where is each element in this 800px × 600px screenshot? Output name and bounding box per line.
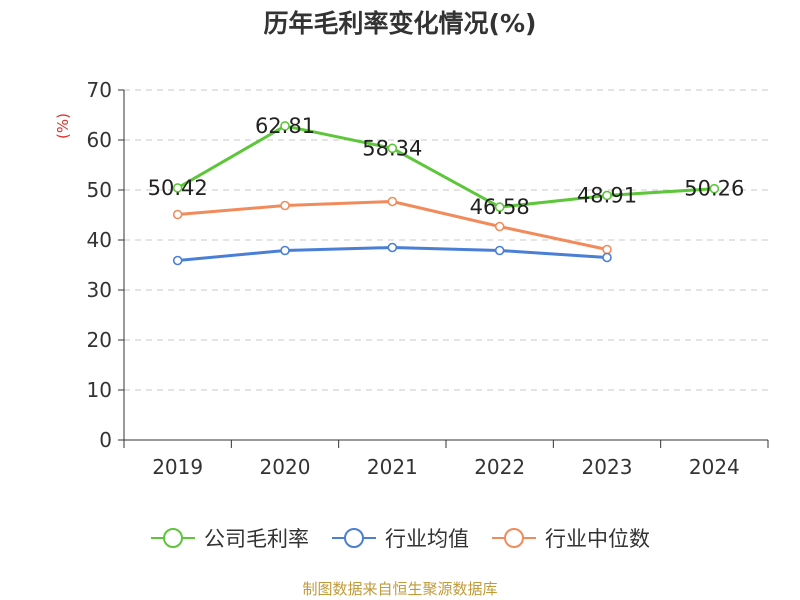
legend-marker-icon [492,528,536,548]
y-tick-label: 10 [87,378,112,402]
data-point [387,196,398,207]
y-tick-label: 70 [87,78,112,102]
legend-circle [163,528,183,548]
data-point [172,209,183,220]
data-point [602,244,612,255]
chart-title: 历年毛利率变化情况(%) [263,9,537,38]
data-point [602,252,612,263]
data-label: 46.58 [470,195,530,219]
legend-circle [504,528,524,548]
legend-label: 公司毛利率 [204,527,309,551]
data-label: 48.91 [577,183,637,207]
y-tick-label: 50 [87,178,112,202]
data-point [387,143,398,154]
x-tick-label: 2021 [367,455,418,479]
data-point [172,255,183,266]
data-point [602,190,612,201]
data-point [172,183,183,193]
legend-marker-icon [332,528,376,548]
x-tick-label: 2019 [152,455,203,479]
data-point [494,245,505,256]
legend: 公司毛利率 行业均值 行业中位数 [0,520,800,556]
legend-item[interactable]: 行业中位数 [491,523,650,553]
x-tick-label: 2022 [474,455,525,479]
grid-lines [124,89,768,391]
legend-label: 行业中位数 [545,527,650,551]
y-tick-label: 0 [99,428,112,452]
legend-circle [344,528,364,548]
data-point [494,221,505,232]
legend-item[interactable]: 行业均值 [331,523,469,553]
data-label: 62.81 [255,114,315,138]
legend-marker-icon [151,528,195,548]
legend-item[interactable]: 公司毛利率 [150,523,309,553]
axes: 0 10 20 30 40 50 60 70 2019 2020 2021 2022 2023 2024 [87,78,769,479]
source-note: 制图数据来自恒生聚源数据库 [302,580,498,598]
data-label: 58.34 [362,136,422,160]
data-point [494,202,505,212]
y-tick-label: 20 [87,328,112,352]
series-line [177,200,608,251]
data-label: 50.26 [684,177,744,201]
data-point [280,200,290,211]
x-tick-label: 2024 [689,455,740,479]
x-tick-label: 2023 [582,455,633,479]
y-tick-label: 60 [87,128,112,152]
data-point [280,245,290,256]
data-point [709,183,720,194]
data-point [387,242,398,253]
y-tick-label: 40 [87,228,112,252]
y-axis-label: (%) [54,113,72,139]
legend-label: 行业均值 [385,527,469,551]
series-line [176,124,715,209]
x-tick-label: 2020 [260,455,311,479]
data-label: 50.42 [148,176,208,200]
y-tick-label: 30 [87,278,112,302]
data-labels: 50.42 62.81 58.34 46.58 48.91 50.26 [148,114,745,219]
data-point [280,121,290,131]
series-lines [172,121,720,266]
